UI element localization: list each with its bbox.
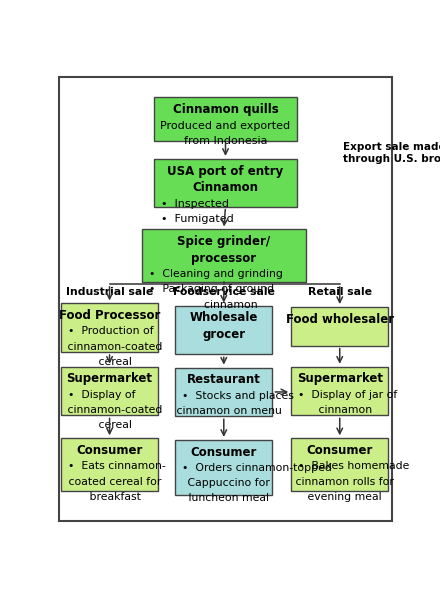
Bar xyxy=(61,366,158,416)
Text: coated cereal for: coated cereal for xyxy=(58,477,161,487)
Text: Spice grinder/: Spice grinder/ xyxy=(177,235,270,248)
Text: Consumer: Consumer xyxy=(191,446,257,459)
Text: •  Eats cinnamon-: • Eats cinnamon- xyxy=(68,461,165,471)
Text: •  Packaging of ground: • Packaging of ground xyxy=(149,284,274,294)
Bar xyxy=(61,303,158,352)
Text: processor: processor xyxy=(191,252,257,265)
Bar xyxy=(142,230,306,282)
Text: breakfast: breakfast xyxy=(79,492,140,502)
Text: Cinnamon: Cinnamon xyxy=(193,181,259,194)
Text: Cinnamon quills: Cinnamon quills xyxy=(172,103,279,116)
Text: •  Stocks and places: • Stocks and places xyxy=(182,391,294,401)
Bar xyxy=(61,438,158,491)
Text: Food wholesaler: Food wholesaler xyxy=(286,313,394,326)
Text: Consumer: Consumer xyxy=(307,444,373,457)
Text: Consumer: Consumer xyxy=(77,444,143,457)
Text: Export sale made
through U.S. broker/agent: Export sale made through U.S. broker/age… xyxy=(343,142,440,164)
Text: USA port of entry: USA port of entry xyxy=(167,165,284,178)
Bar xyxy=(175,368,272,416)
Text: •  Orders cinnamon-topped: • Orders cinnamon-topped xyxy=(182,463,332,473)
Bar xyxy=(291,438,389,491)
Text: Foodservice sale: Foodservice sale xyxy=(173,287,275,297)
Text: cinnamon: cinnamon xyxy=(308,405,372,415)
Text: •  Cleaning and grinding: • Cleaning and grinding xyxy=(149,269,282,279)
Text: Industrial sale: Industrial sale xyxy=(66,287,153,297)
Text: cinnamon-coated: cinnamon-coated xyxy=(57,342,162,352)
Bar xyxy=(175,305,272,355)
Bar xyxy=(175,440,272,496)
Text: Supermarket: Supermarket xyxy=(297,372,383,385)
Text: cereal: cereal xyxy=(88,420,132,430)
Text: Restaurant: Restaurant xyxy=(187,374,261,387)
Text: •  Production of: • Production of xyxy=(68,326,154,336)
Text: Food Processor: Food Processor xyxy=(59,309,160,322)
Bar xyxy=(154,97,297,140)
Text: •  Display of jar of: • Display of jar of xyxy=(298,390,397,400)
Bar xyxy=(291,366,389,416)
Text: cinnamon rolls for: cinnamon rolls for xyxy=(285,477,394,487)
Bar xyxy=(154,159,297,207)
Text: grocer: grocer xyxy=(202,328,246,341)
Text: cinnamon on menu: cinnamon on menu xyxy=(166,406,282,416)
Text: •  Bakes homemade: • Bakes homemade xyxy=(298,461,409,471)
Text: •  Display of: • Display of xyxy=(68,390,135,400)
Text: cinnamon-coated: cinnamon-coated xyxy=(57,405,162,415)
Text: Retail sale: Retail sale xyxy=(308,287,372,297)
Text: •  Inspected: • Inspected xyxy=(161,199,229,208)
Text: Supermarket: Supermarket xyxy=(66,372,153,385)
Text: luncheon meal: luncheon meal xyxy=(178,493,269,503)
Text: cereal: cereal xyxy=(88,357,132,367)
Text: Produced and exported: Produced and exported xyxy=(161,121,290,131)
Text: from Indonesia: from Indonesia xyxy=(184,136,267,146)
Text: Cappuccino for: Cappuccino for xyxy=(177,478,270,488)
Text: •  Fumigated: • Fumigated xyxy=(161,214,234,224)
Text: evening meal: evening meal xyxy=(297,492,382,502)
Text: cinnamon: cinnamon xyxy=(190,300,257,310)
Bar xyxy=(291,307,389,346)
Text: Wholesale: Wholesale xyxy=(190,311,258,324)
